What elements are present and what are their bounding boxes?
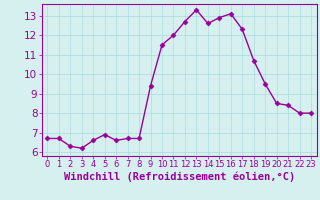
X-axis label: Windchill (Refroidissement éolien,°C): Windchill (Refroidissement éolien,°C) <box>64 172 295 182</box>
